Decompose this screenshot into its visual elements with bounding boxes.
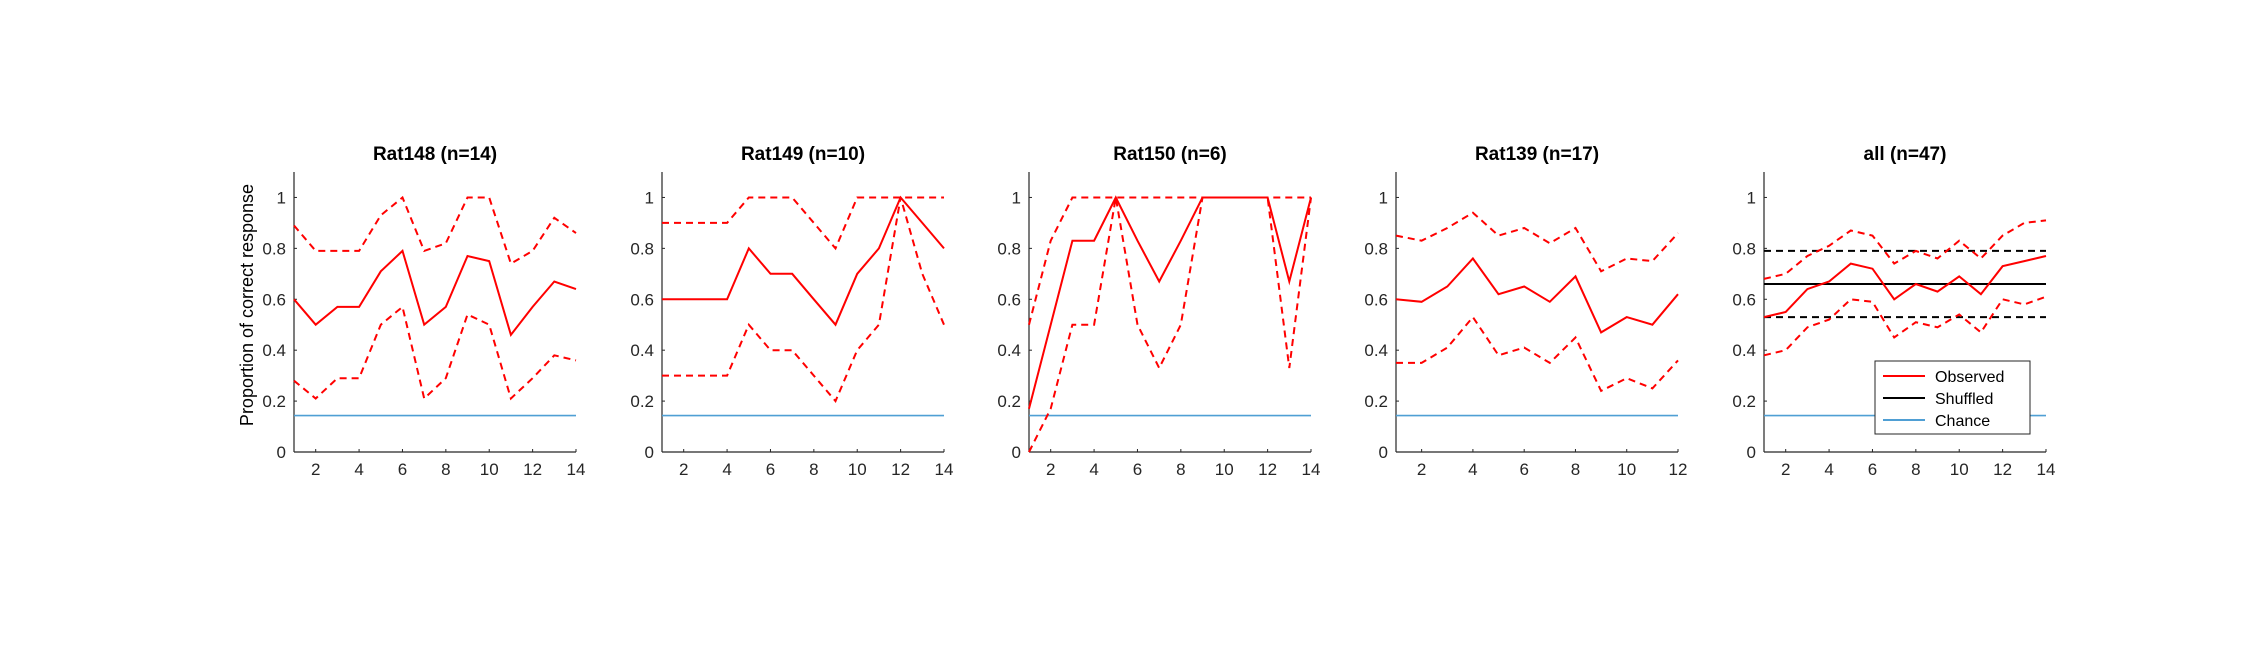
x-tick-label: 10: [1215, 460, 1234, 479]
x-tick-label: 14: [1302, 460, 1321, 479]
observed-ci-lower-line: [293, 305, 577, 401]
y-tick-label: 0.4: [997, 341, 1021, 360]
y-tick-label: 0: [1012, 443, 1021, 462]
y-tick-label: 0: [1747, 443, 1756, 462]
y-tick-label: 0: [277, 443, 286, 462]
subplot-2: Rat149 (n=10)00.20.40.60.812 4 6 8 10 12 14: [630, 144, 953, 479]
x-tick-label: 2: [679, 460, 688, 479]
y-tick-label: 0: [645, 443, 654, 462]
x-tick-label: 4: [722, 460, 731, 479]
x-tick-label: 6: [1519, 460, 1528, 479]
y-tick-label: 1: [1747, 188, 1756, 207]
x-tick-label: 2: [311, 460, 320, 479]
x-tick-label: 12: [1669, 460, 1688, 479]
x-tick-label: 4: [1089, 460, 1098, 479]
observed-ci-lower-line: [1396, 315, 1679, 393]
subplot-title: Rat139 (n=17): [1475, 144, 1599, 165]
x-tick-label: 4: [354, 460, 363, 479]
observed-ci-upper-line: [1395, 211, 1679, 273]
x-tick-label: 10: [1950, 460, 1969, 479]
observed-line: [293, 249, 577, 338]
observed-ci-lower-line: [662, 197, 945, 403]
x-tick-label: 8: [1911, 460, 1920, 479]
x-tick-label: 12: [523, 460, 542, 479]
y-tick-label: 0.2: [1364, 392, 1388, 411]
legend: Observed Shuffled Chance: [1874, 360, 2031, 435]
x-tick-label: 8: [441, 460, 450, 479]
subplot-title: all (n=47): [1864, 144, 1947, 165]
subplot-panels: Rat148 (n=14)00.20.40.60.812 4 6 8 10 12 14Rat…: [262, 144, 2055, 479]
x-tick-label: 8: [809, 460, 818, 479]
x-tick-label: 6: [398, 460, 407, 479]
legend-label-chance: Chance: [1935, 413, 1990, 430]
x-tick-label: 14: [567, 460, 586, 479]
observed-ci-lower-line: [1028, 196, 1312, 453]
x-tick-label: 2: [1046, 460, 1055, 479]
y-tick-label: 0.6: [1364, 290, 1388, 309]
x-tick-label: 6: [766, 460, 775, 479]
subplot-4: Rat139 (n=17)00.20.40.60.812 4 6 8 10 12: [1364, 144, 1687, 479]
y-tick-label: 0.8: [1732, 239, 1756, 258]
subplot-title: Rat148 (n=14): [373, 144, 497, 165]
y-tick-label: 0.6: [630, 290, 654, 309]
y-tick-label: 1: [277, 188, 286, 207]
y-tick-label: 0.2: [1732, 392, 1756, 411]
observed-line: [1395, 256, 1679, 334]
x-tick-label: 8: [1571, 460, 1580, 479]
x-tick-label: 2: [1781, 460, 1790, 479]
y-tick-label: 0.4: [1732, 341, 1756, 360]
y-tick-label: 0.4: [1364, 341, 1388, 360]
y-tick-label: 1: [1379, 188, 1388, 207]
y-tick-label: 0.2: [997, 392, 1021, 411]
subplot-title: Rat150 (n=6): [1113, 144, 1227, 165]
y-tick-label: 0.8: [630, 239, 654, 258]
x-tick-label: 4: [1468, 460, 1477, 479]
x-tick-label: 6: [1133, 460, 1142, 479]
x-tick-label: 4: [1824, 460, 1833, 479]
y-tick-label: 0.8: [1364, 239, 1388, 258]
x-tick-label: 12: [1993, 460, 2012, 479]
y-tick-label: 0.8: [262, 239, 286, 258]
y-axis-label: Proportion of correct response: [237, 184, 257, 426]
x-tick-label: 2: [1417, 460, 1426, 479]
subplot-3: Rat150 (n=6)00.20.40.60.812 4 6 8 10 12 14: [997, 144, 1320, 479]
subplot-1: Rat148 (n=14)00.20.40.60.812 4 6 8 10 12 14: [262, 144, 585, 479]
y-tick-label: 0.6: [262, 290, 286, 309]
x-tick-label: 8: [1176, 460, 1185, 479]
y-tick-label: 0: [1379, 443, 1388, 462]
x-tick-label: 6: [1868, 460, 1877, 479]
y-tick-label: 0.4: [262, 341, 286, 360]
observed-line: [1028, 195, 1312, 409]
subplot-5: all (n=47)00.20.40.60.812 4 6 8 10 12 14: [1732, 144, 2055, 479]
y-tick-label: 0.8: [997, 239, 1021, 258]
x-tick-label: 10: [480, 460, 499, 479]
observed-ci-lower-line: [1763, 295, 2047, 357]
y-tick-label: 1: [645, 188, 654, 207]
y-tick-label: 0.4: [630, 341, 654, 360]
y-tick-label: 0.6: [1732, 290, 1756, 309]
x-tick-label: 14: [2037, 460, 2056, 479]
y-tick-label: 0.2: [630, 392, 654, 411]
legend-label-observed: Observed: [1935, 369, 2004, 386]
x-tick-label: 10: [848, 460, 867, 479]
x-tick-label: 12: [1258, 460, 1277, 479]
y-tick-label: 0.2: [262, 392, 286, 411]
observed-ci-upper-line: [1763, 219, 2047, 280]
y-tick-label: 0.6: [997, 290, 1021, 309]
x-tick-label: 14: [935, 460, 954, 479]
observed-ci-upper-line: [293, 195, 577, 266]
observed-line: [662, 195, 945, 327]
observed-ci-upper-line: [662, 196, 944, 251]
observed-line: [1763, 255, 2047, 319]
y-tick-label: 1: [1012, 188, 1021, 207]
x-tick-label: 12: [891, 460, 910, 479]
legend-label-shuffled: Shuffled: [1935, 391, 1993, 408]
subplot-title: Rat149 (n=10): [741, 144, 865, 165]
x-tick-label: 10: [1617, 460, 1636, 479]
